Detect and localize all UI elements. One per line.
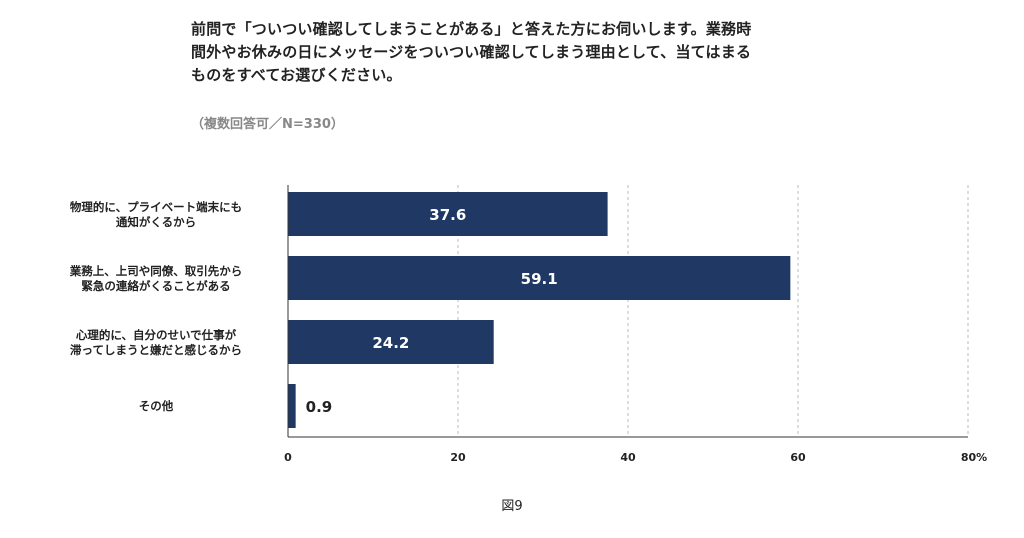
x-tick-label-80: 80%: [961, 451, 987, 464]
question-line-2: 間外やお休みの日にメッセージをついつい確認してしまう理由として、当てはまる: [191, 43, 752, 61]
category-label-3-line-1: 心理的に、自分のせいで仕事が: [76, 328, 237, 342]
bar-3: [288, 320, 494, 364]
category-label-1-line-2: 通知がくるから: [116, 215, 196, 229]
bar-value-label-2: 59.1: [521, 270, 558, 288]
response-note: （複数回答可／N=330）: [191, 117, 344, 132]
category-label-3-line-2: 滞ってしまうと嫌だと感じるから: [70, 343, 242, 357]
x-tick-label-20: 20: [450, 451, 466, 464]
question-text: 前問で「ついつい確認してしまうことがある」と答えた方にお伺いします。業務時 間外…: [191, 18, 851, 87]
figure-caption: 図9: [501, 499, 523, 514]
question-line-3: ものをすべてお選びください。: [191, 66, 402, 84]
bar-value-label-3: 24.2: [372, 334, 409, 352]
bar-1: [288, 192, 608, 236]
bar-2: [288, 256, 791, 300]
category-label-2-line-1: 業務上、上司や同僚、取引先から: [69, 264, 243, 278]
x-tick-label-60: 60: [790, 451, 806, 464]
question-line-1: 前問で「ついつい確認してしまうことがある」と答えた方にお伺いします。業務時: [191, 20, 752, 38]
category-label-2-line-2: 緊急の連絡がくることがある: [81, 279, 230, 293]
category-label-1-line-1: 物理的に、プライベート端末にも: [70, 200, 242, 214]
category-label-4-line-1: その他: [139, 399, 174, 413]
x-tick-label-40: 40: [620, 451, 636, 464]
bar-value-label-4: 0.9: [306, 398, 333, 416]
bar-4: [288, 384, 296, 428]
x-tick-label-0: 0: [284, 451, 292, 464]
bar-value-label-1: 37.6: [429, 206, 466, 224]
